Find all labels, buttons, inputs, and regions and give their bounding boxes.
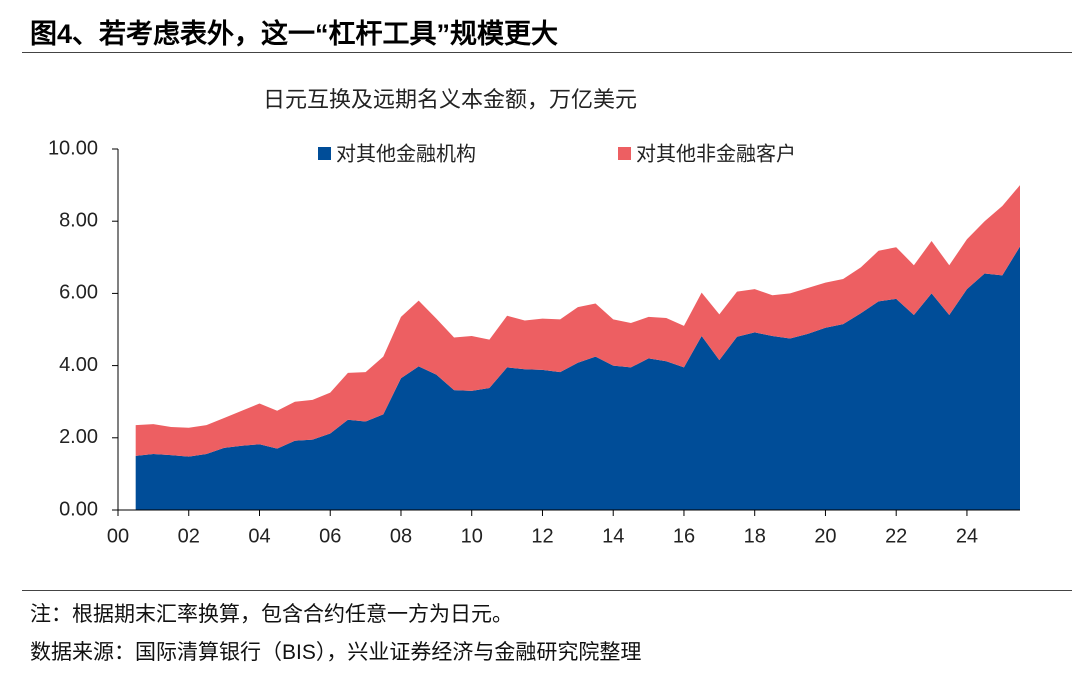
divider: [22, 52, 1072, 53]
x-tick-label: 22: [885, 525, 907, 547]
chart-title: 日元互换及远期名义本金额，万亿美元: [263, 87, 637, 112]
x-tick-label: 16: [673, 525, 695, 547]
y-tick-label: 4.00: [59, 354, 98, 376]
area: [135, 246, 1020, 510]
page-title: 图4、若考虑表外，这一“杠杆工具”规模更大: [30, 19, 559, 49]
y-tick-label: 8.00: [59, 209, 98, 231]
x-tick-label: 00: [107, 525, 129, 547]
x-tick-label: 06: [319, 525, 341, 547]
divider: [22, 590, 1072, 591]
y-tick-label: 6.00: [59, 282, 98, 304]
y-tick-label: 10.00: [48, 137, 98, 159]
x-tick-label: 10: [461, 525, 483, 547]
x-tick-label: 04: [248, 525, 270, 547]
legend-swatch: [618, 147, 631, 160]
y-tick-label: 2.00: [59, 426, 98, 448]
x-tick-label: 12: [531, 525, 553, 547]
note: 注：根据期末汇率换算，包含合约任意一方为日元。: [30, 603, 513, 626]
x-tick-label: 20: [814, 525, 836, 547]
legend-swatch: [318, 147, 331, 160]
source: 数据来源：国际清算银行（BIS），兴业证券经济与金融研究院整理: [30, 641, 642, 664]
area: [135, 185, 1020, 457]
y-tick-label: 0.00: [59, 498, 98, 520]
x-tick-label: 18: [744, 525, 766, 547]
x-tick-label: 14: [602, 525, 624, 547]
x-tick-label: 08: [390, 525, 412, 547]
x-tick-label: 24: [956, 525, 978, 547]
legend-label: 对其他非金融客户: [636, 142, 796, 165]
legend-label: 对其他金融机构: [336, 142, 476, 165]
x-tick-label: 02: [178, 525, 200, 547]
